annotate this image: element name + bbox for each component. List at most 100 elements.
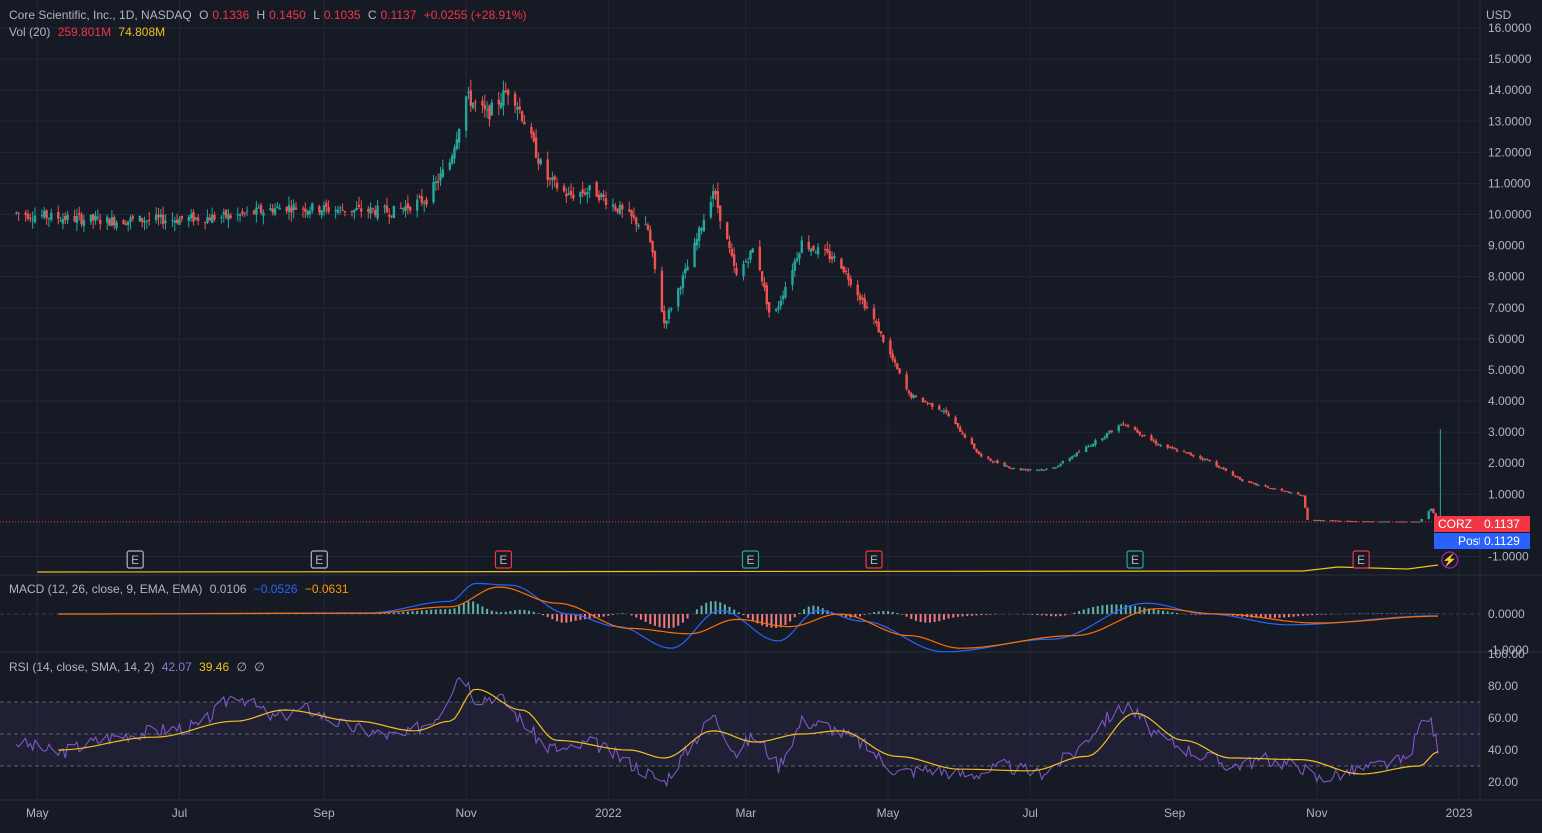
candle-body [618, 204, 622, 214]
candle-body [453, 147, 456, 159]
earnings-marker-label: E [315, 553, 323, 567]
candle-body [569, 190, 573, 196]
candle-body [1199, 456, 1202, 459]
candle-body [238, 214, 242, 216]
candle-body [695, 238, 699, 246]
candle-body [436, 181, 440, 183]
candle-body [1010, 468, 1013, 470]
candle-body [126, 221, 130, 225]
candle-body [537, 158, 540, 164]
candle-body [1042, 469, 1046, 471]
candle-body [807, 241, 810, 250]
price-y-tick-label: 7.0000 [1488, 301, 1525, 315]
candle-body [1336, 520, 1340, 522]
earnings-marker [1352, 550, 1370, 569]
candle-body [420, 195, 424, 204]
candle-body [1091, 444, 1095, 447]
candle-body [879, 331, 883, 334]
candle-body [409, 206, 412, 211]
candle-body [367, 209, 370, 212]
candle-body [464, 96, 468, 131]
candle-body [532, 132, 535, 142]
candle-body [131, 216, 135, 219]
candle-body [1056, 465, 1060, 468]
candle-body [439, 173, 442, 181]
volume-value: 259.801M [57, 25, 112, 39]
candle-body [292, 204, 295, 211]
candle-body [278, 207, 281, 210]
price-y-tick-label: 13.0000 [1488, 114, 1532, 128]
rsi-extra-2: ∅ [254, 660, 265, 674]
rsi-y-tick-label: 60.00 [1488, 711, 1518, 725]
candle-body [779, 300, 782, 306]
candle-body [308, 210, 312, 214]
candle-body [637, 224, 640, 227]
candle-body [735, 267, 738, 275]
earnings-marker [1126, 550, 1144, 569]
candle-body [749, 250, 752, 260]
candle-body [1434, 513, 1437, 518]
candle-body [644, 224, 647, 226]
candle-body [1345, 520, 1349, 522]
candle-body [910, 393, 913, 398]
candle-body [670, 308, 673, 310]
price-y-tick-label: 4.0000 [1488, 394, 1525, 408]
rsi-y-tick-label: 80.00 [1488, 679, 1518, 693]
candle-body [711, 191, 715, 199]
candle-body [138, 215, 142, 222]
candle-body [812, 245, 815, 251]
candle-body [210, 214, 214, 223]
candle-body [595, 181, 598, 197]
dividend-marker-glyph: ⚡ [1442, 553, 1457, 567]
candle-body [320, 210, 323, 216]
candle-body [1124, 425, 1127, 427]
x-tick-label: 2022 [595, 806, 622, 820]
x-tick-label: Jul [1023, 806, 1038, 820]
candle-body [630, 210, 633, 217]
candle-body [847, 273, 850, 280]
candle-body [294, 207, 298, 210]
earnings-marker-label: E [131, 553, 139, 567]
price-y-tick-label: 11.0000 [1488, 176, 1531, 190]
candle-body [1257, 484, 1260, 486]
candle-body [828, 251, 831, 260]
candle-body [161, 214, 165, 225]
candle-body [1297, 492, 1300, 495]
candle-body [143, 221, 146, 223]
candle-body [784, 286, 787, 298]
candle-body [178, 218, 181, 225]
open-label: O [199, 8, 209, 22]
earnings-marker [741, 550, 760, 569]
candle-body [809, 248, 813, 252]
candle-body [385, 205, 389, 213]
candle-body [600, 193, 603, 198]
candle-body [1119, 424, 1123, 426]
candle-body [89, 214, 93, 222]
candle-body [110, 217, 114, 226]
candle-body [499, 102, 503, 108]
price-legend: Core Scientific, Inc., 1D, NASDAQ O 0.133… [9, 8, 531, 22]
candle-body [1185, 452, 1188, 454]
candle-body [875, 320, 878, 324]
candle-body [425, 199, 428, 205]
candle-body [614, 206, 617, 210]
price-y-tick-label: 6.0000 [1488, 332, 1525, 346]
candle-body [1126, 424, 1130, 427]
candle-body [343, 210, 347, 213]
candle-body [269, 208, 272, 211]
candle-body [164, 220, 167, 224]
candle-body [157, 214, 160, 218]
price-y-tick-label: -1.0000 [1488, 549, 1529, 563]
candle-body [742, 264, 745, 277]
candle-body [921, 397, 925, 403]
x-tick-label: Sep [313, 806, 335, 820]
candle-body [1273, 488, 1277, 490]
candle-body [1383, 521, 1386, 523]
candle-body [686, 266, 689, 271]
candle-body [173, 220, 177, 223]
candle-body [57, 212, 60, 219]
rsi-extra-1: ∅ [236, 660, 247, 674]
candle-body [339, 207, 342, 209]
candle-body [187, 216, 190, 221]
